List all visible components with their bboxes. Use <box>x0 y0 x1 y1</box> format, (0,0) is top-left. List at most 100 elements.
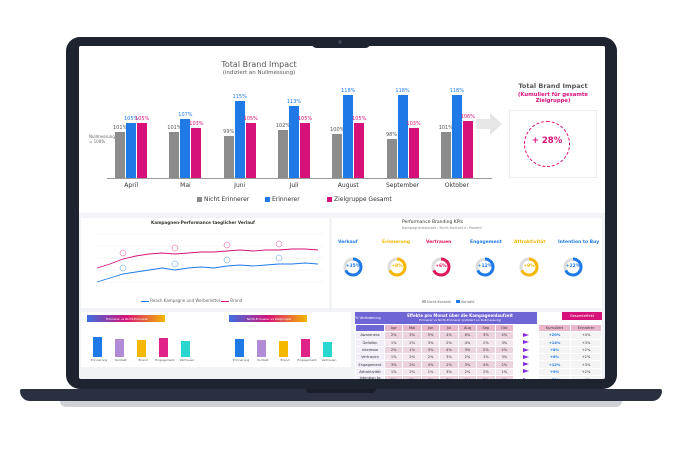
x-tick-label: Juli <box>289 182 299 189</box>
bar-zielgruppe-gesamt-august <box>354 123 365 178</box>
bar-value-label: 105% <box>134 116 150 123</box>
mini-bar-label: Vertrauen <box>179 358 195 362</box>
kpi-label: Intention to Buy <box>558 240 600 245</box>
bar-value-label: 118% <box>449 87 464 94</box>
kpi-value: +22% <box>565 264 581 269</box>
bar-value-label: 101% <box>167 125 182 131</box>
bar-nicht-erinnerer-oktober <box>440 132 451 178</box>
line-series-reach <box>96 262 319 283</box>
bar-value-label: 113% <box>286 98 302 105</box>
mini-bar <box>159 338 168 357</box>
bar-erinnerer-april <box>126 123 137 178</box>
chart-subtitle: (indiziert an Nullmessung) <box>222 70 296 76</box>
mini-bar-label: Engagement <box>297 358 317 362</box>
table-right-title: Gesamteffekt <box>569 313 595 318</box>
line-marker <box>171 260 179 268</box>
bar-nicht-erinnerer-juli <box>278 129 288 178</box>
legend-nicht-erinnerer: Nicht Erinnerer <box>197 196 249 203</box>
summary-subtitle: (Kumuliert für gesamte Zielgruppe) <box>518 92 588 104</box>
line-marker <box>223 241 231 249</box>
bar-zielgruppe-gesamt-september <box>408 127 419 178</box>
bar-value-label: 105% <box>297 116 313 123</box>
bar-value-label: 115% <box>232 94 247 101</box>
bar-erinnerer-juli <box>289 105 299 178</box>
mini-chart-header <box>229 315 307 322</box>
legend-zielgruppe-gesamt: Zielgruppe Gesamt <box>327 196 392 203</box>
camera-icon <box>338 40 342 44</box>
mini-bar-label: Engagement <box>155 358 175 362</box>
line-chart-title: Kampagnen-Performance taeglicher Verlauf <box>151 220 255 225</box>
bar-erinnerer-september <box>397 94 408 178</box>
table-col-header: Mai <box>402 323 422 333</box>
bar-value-label: 118% <box>341 87 356 94</box>
kpi-label: Vertrauen <box>426 240 452 245</box>
table-col-header: Jul <box>439 323 459 333</box>
mini-bar <box>93 337 102 357</box>
line-legend-b: Brand <box>221 298 242 303</box>
table-col-header <box>355 323 385 333</box>
x-tick-label: Juni <box>234 182 246 189</box>
bar-value-label: 105% <box>123 116 139 123</box>
mini-chart-label: Nicht-Erinnerer vs Zielgruppe <box>246 316 292 321</box>
summary-box <box>509 110 597 178</box>
line-marker <box>171 244 179 252</box>
bar-value-label: 101% <box>112 125 128 131</box>
summary-title: Total Brand Impact <box>518 82 588 90</box>
kpi-label: Attraktivität <box>514 240 546 245</box>
summary-circle <box>524 121 570 167</box>
bar-chart-area: 101% 105% 105% April 101% 107% 103% Mai 99% 115% 1… <box>110 86 490 189</box>
chart-title: Total Brand Impact <box>221 60 297 69</box>
bar-value-label: 102% <box>275 122 291 129</box>
bar-value-label: 101% <box>438 125 453 131</box>
line-series-brand <box>96 248 319 269</box>
bar-value-label: 98% <box>386 131 398 138</box>
mini-bar <box>301 339 310 357</box>
table-col-header: Sep <box>476 323 496 333</box>
table-subtitle: Erinnerer vs Nicht-Erinnerer (indiziert … <box>418 318 502 322</box>
table-first-col-header: % Veränderung <box>355 316 381 320</box>
bar-value-label: 103% <box>406 120 421 127</box>
kpi-donut <box>518 256 540 278</box>
mini-bar <box>137 340 146 357</box>
table-col-header: Aug <box>457 323 478 333</box>
line-legend-a: Reach Kampagne und Werbemittel <box>141 298 220 303</box>
mini-chart-1: Erinnerer vs Nicht-Erinnerer Erinnerung Ko… <box>87 315 207 365</box>
mini-charts-panel: Erinnerer vs Nicht-Erinnerer Erinnerung Ko… <box>81 312 351 367</box>
mini-bar-label: Erinnerung <box>90 358 108 362</box>
bar-erinnerer-august <box>343 94 354 178</box>
laptop-shadow <box>60 401 622 407</box>
effects-table-panel: Effekte pro Monat über die Kampagnenlauf… <box>355 312 602 379</box>
summary-value: + 28% <box>531 136 563 146</box>
mini-bar <box>279 341 288 357</box>
kpi-legend: Nicht-Kontakt Kontakt <box>422 300 475 304</box>
dashboard-screen: Total Brand Impact (indiziert an Nullmes… <box>79 46 605 379</box>
effects-table: Apr Mai Jun Jul Aug Sep Okt Kumuliert Erinnerer A… <box>355 323 602 379</box>
bar-nicht-erinnerer-mai <box>169 132 180 178</box>
bar-value-label: 118% <box>395 87 410 94</box>
mini-bar-label: Kontakt <box>257 358 269 362</box>
bar-nicht-erinnerer-september <box>386 138 397 178</box>
table-col-header: Okt <box>494 323 515 333</box>
bar-value-label: 105% <box>243 116 258 123</box>
bar-value-label: 105% <box>352 116 367 123</box>
kpi-donut <box>474 256 496 278</box>
mini-chart-label: Erinnerer vs Nicht-Erinnerer <box>106 316 148 321</box>
table-row: Intention to Buy2%3%4%3%5%3%4%+22%+4% <box>355 375 602 379</box>
arrow-right-icon <box>476 113 502 135</box>
brand-impact-panel: Total Brand Impact (indiziert an Nullmes… <box>79 46 605 213</box>
kpi-value: +9% <box>523 264 535 269</box>
line-marker <box>119 249 127 257</box>
mini-bar-label: Brand <box>138 358 148 362</box>
legend-erinnerer: Erinnerer <box>265 196 300 203</box>
mini-bar-label: Brand <box>280 358 290 362</box>
table-col-header: Erinnerer <box>570 323 602 333</box>
kpi-title: Performance Branding KPIs <box>402 220 464 225</box>
y-axis-note: Nullmessung = 100% <box>89 134 115 144</box>
line-marker <box>275 254 283 262</box>
bar-zielgruppe-gesamt-juni <box>245 123 256 178</box>
table-row: Awareness 2% 3% 5% 4% 6% 3% 4% +20% +4% <box>355 331 602 340</box>
bar-erinnerer-juni <box>234 101 245 178</box>
bar-value-label: 99% <box>223 129 235 136</box>
kpi-value: +6% <box>435 264 447 269</box>
table-title: Effekte pro Monat über die Kampagnenlauf… <box>407 313 513 318</box>
